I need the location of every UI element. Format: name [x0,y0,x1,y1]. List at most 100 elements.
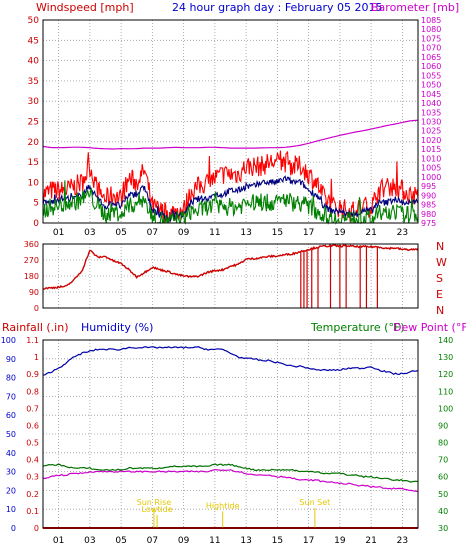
direction-degree-tick: 270 [24,256,39,265]
wind-hour-tick-label: 11 [209,228,220,238]
humidity-tick-label: 30 [6,468,16,477]
rht-hour-tick-label: 03 [84,536,95,546]
barometer-tick-label: 980 [421,210,436,219]
temperature-tick-label: 110 [438,387,453,396]
direction-degree-tick: 90 [29,288,39,297]
barometer-tick-label: 1060 [421,62,441,71]
rainfall-tick-label: 0.9 [26,370,39,379]
direction-degree-tick: 0 [34,304,39,313]
windspeed-tick-label: 30 [28,97,40,107]
barometer-tick-label: 1065 [421,53,441,62]
rht-plot-frame [42,339,419,529]
annotation-label: Hightide [206,502,240,511]
rht-hour-tick-label: 17 [303,536,314,546]
rht-hour-tick-label: 09 [178,536,190,546]
barometer-tick-label: 1000 [421,173,441,182]
barometer-tick-labels: 9759809859909951000100510101015102010251… [421,16,441,228]
humidity-tick-label: 20 [6,486,16,495]
barometer-tick-label: 975 [421,219,436,228]
rainfall-tick-label: 0.1 [26,507,39,516]
wind-hour-tick-label: 17 [303,228,314,238]
temperature-tick-label: 90 [438,421,448,430]
barometer-tick-label: 1080 [421,25,441,34]
barometer-tick-label: 1040 [421,99,441,108]
humidity-tick-label: 60 [6,411,16,420]
barometer-tick-label: 1015 [421,145,441,154]
windspeed-tick-label: 45 [28,36,39,46]
humidity-tick-label: 80 [6,374,16,383]
dewpoint-axis-label: Dew Point (°F) [393,321,466,334]
barometer-tick-label: 1075 [421,34,441,43]
direction-compass-tick: W [436,256,447,269]
wind-hour-tick-label: 03 [84,228,95,238]
wind-hour-tick-label: 23 [397,228,408,238]
wind-hour-tick-label: 09 [178,228,190,238]
rht-hour-tick-label: 01 [53,536,64,546]
barometer-tick-label: 1055 [421,71,441,80]
annotation-label: Sun Set [299,498,330,507]
temperature-tick-label: 60 [438,473,448,482]
wind-baro-plot-frame [42,19,419,224]
rht-hour-tick-label: 05 [115,536,126,546]
rht-hour-tick-label: 21 [365,536,376,546]
humidity-tick-label: 70 [6,392,16,401]
wind-baro-chart: Windspeed [mph] 24 hour graph day : Febr… [28,1,460,238]
direction-compass-tick: N [436,304,444,317]
windspeed-tick-label: 25 [28,118,39,128]
direction-line [42,244,419,290]
direction-degree-tick: 180 [24,272,39,281]
windspeed-tick-label: 0 [33,219,39,229]
rainfall-tick-labels: 0 0.1 0.2 0.3 0.4 0.5 0.6 0.7 0.8 0.9 1 1.1 [26,336,39,533]
wind-baro-grid [43,19,418,224]
windspeed-tick-label: 10 [28,178,40,188]
rainfall-tick-label: 0 [34,524,39,533]
dewpoint-line [42,468,419,493]
temperature-tick-label: 50 [438,490,448,499]
windspeed-tick-label: 5 [33,199,39,209]
barometer-axis-label: Barometer [mb] [371,1,459,14]
temperature-line [42,463,419,483]
rainfall-tick-label: 0.7 [26,404,39,413]
wind-hour-tick-label: 07 [147,228,158,238]
barometer-tick-label: 1010 [421,154,441,163]
rht-hour-tick-label: 23 [397,536,408,546]
rainfall-tick-label: 0.6 [26,421,39,430]
temperature-tick-label: 140 [438,336,453,345]
rainfall-tick-label: 1.1 [26,336,39,345]
direction-degree-tick: 360 [24,240,39,249]
barometer-tick-label: 1085 [421,16,441,25]
chart-title: 24 hour graph day : February 05 2015 [172,1,383,14]
direction-compass-tick: N [436,240,444,253]
barometer-tick-label: 1070 [421,44,441,53]
rainfall-tick-label: 0.4 [26,456,39,465]
temperature-tick-label: 120 [438,370,453,379]
rht-hour-tick-label: 07 [147,536,158,546]
direction-series [42,244,419,308]
wind-hour-tick-label: 01 [53,228,64,238]
humidity-tick-label: 40 [6,449,16,458]
rht-hour-tick-label: 15 [272,536,283,546]
rht-hour-tick-label: 19 [334,536,346,546]
direction-grid [43,243,418,309]
wind-hour-tick-label: 05 [115,228,126,238]
barometer-tick-label: 1020 [421,136,441,145]
humidity-axis-label: Humidity (%) [81,321,153,334]
windspeed-tick-label: 20 [28,138,40,148]
temperature-tick-label: 70 [438,456,448,465]
wind-hour-tick-label: 21 [365,228,376,238]
humidity-tick-labels: 0 10 20 30 40 50 60 70 80 90 100 [1,336,16,533]
temperature-tick-label: 80 [438,439,448,448]
rain-hum-temp-chart: Rainfall (.in) Humidity (%) Temperature … [1,321,466,546]
baro-line [42,119,419,150]
wind-baro-series [42,119,419,225]
rht-hour-tick-label: 13 [240,536,251,546]
annotation-label: Lowtide [142,505,173,514]
temperature-tick-label: 100 [438,404,453,413]
barometer-tick-label: 990 [421,191,436,200]
windspeed-axis-label: Windspeed [mph] [36,1,134,14]
